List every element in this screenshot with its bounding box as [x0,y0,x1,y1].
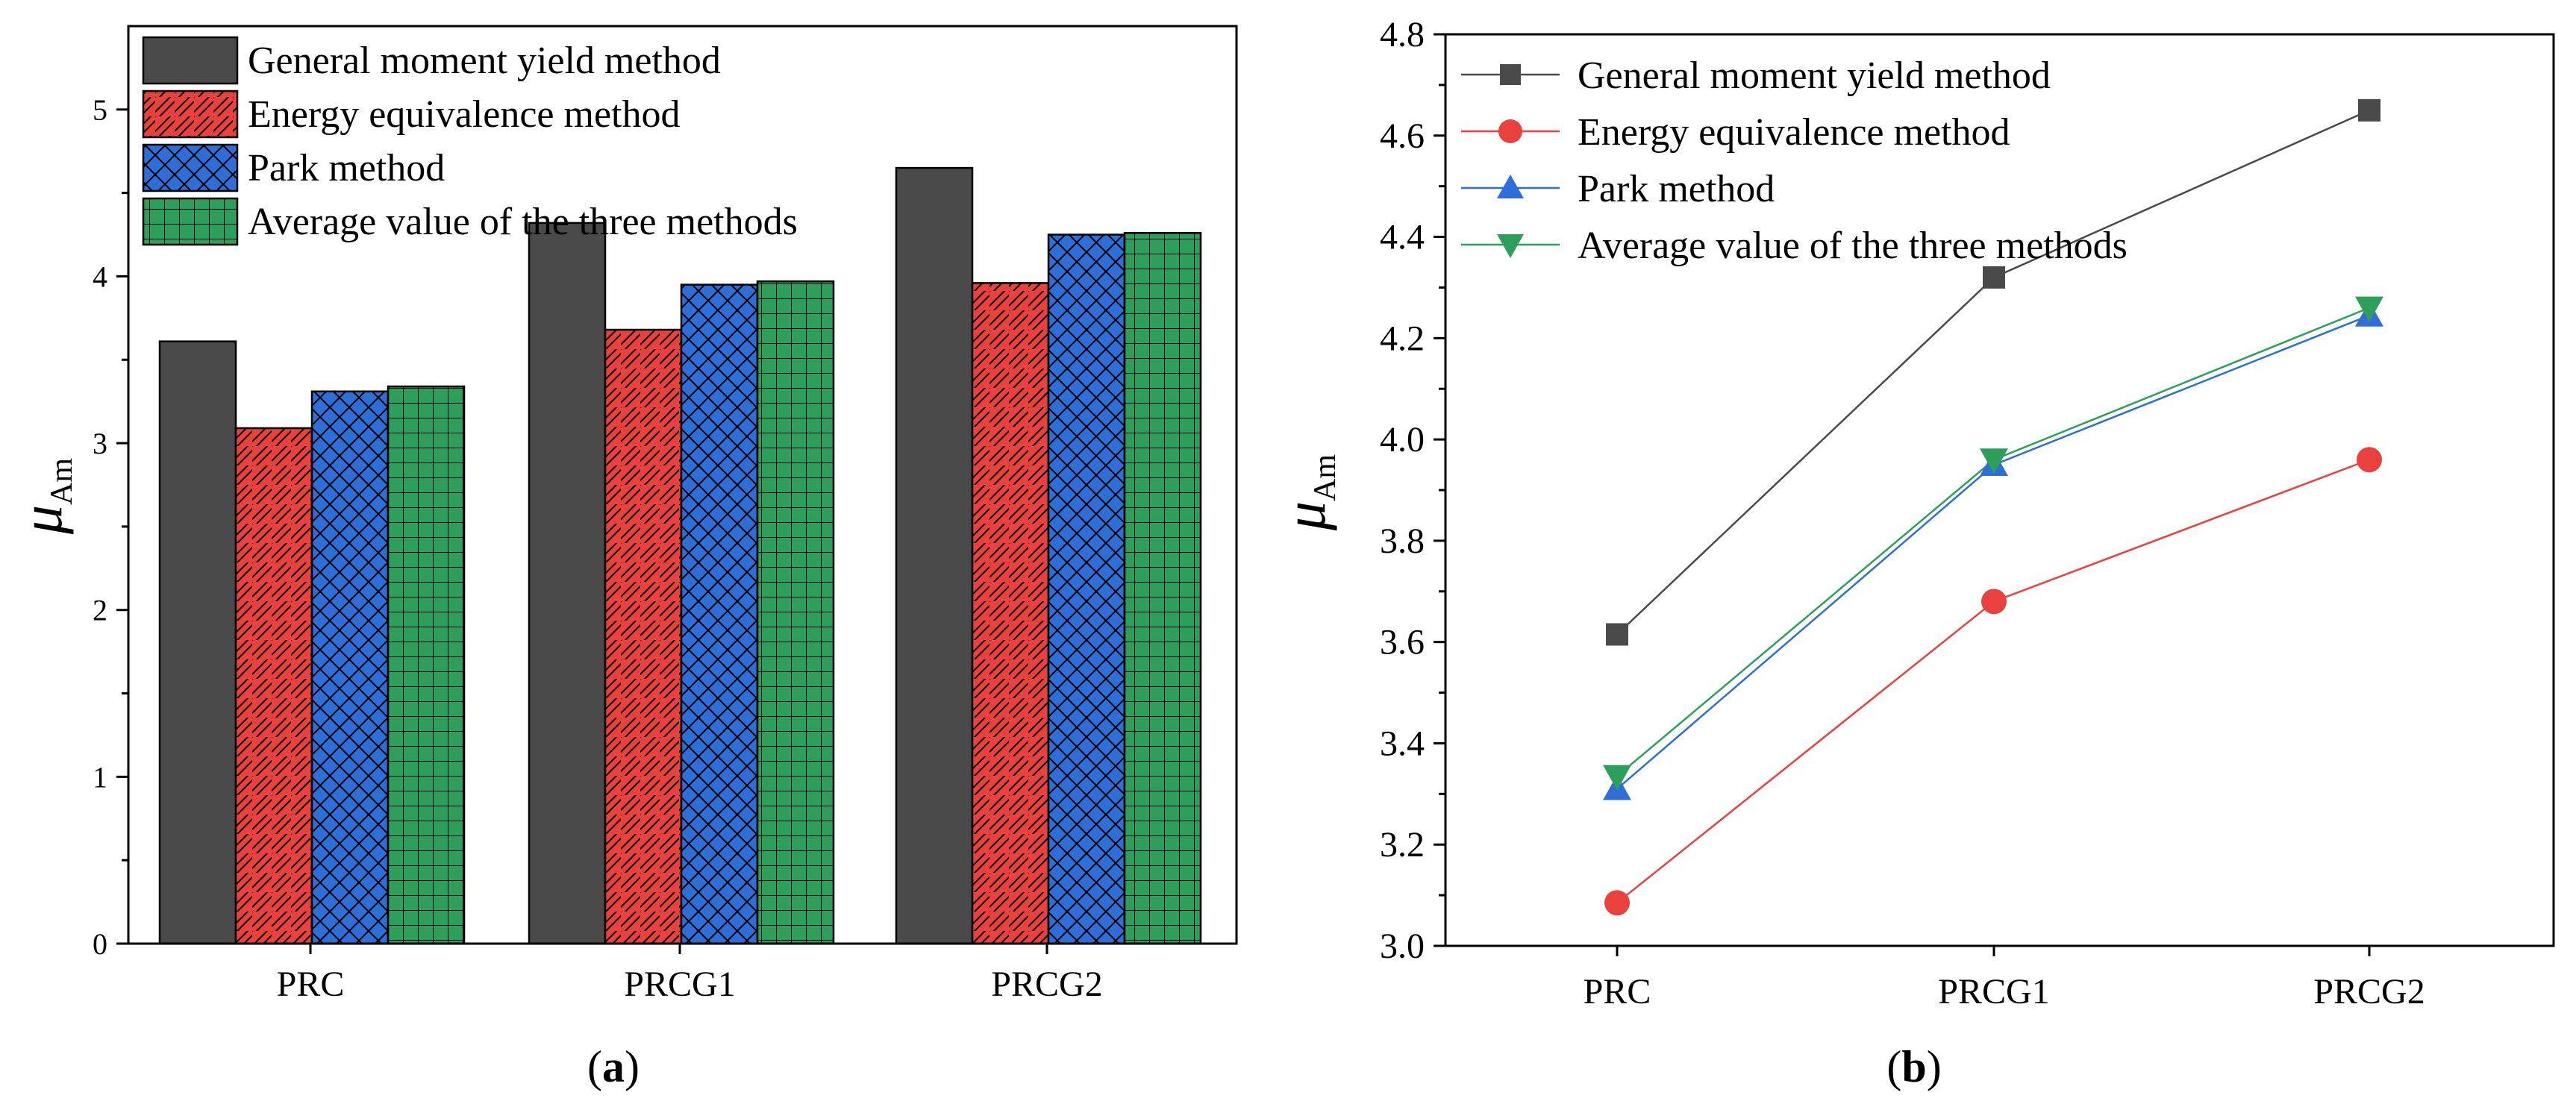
y-tick-label: 3.2 [1380,825,1425,865]
legend-label: Energy equivalence method [248,93,681,136]
legend-label: General moment yield method [1578,54,2051,97]
legend-marker [1497,234,1524,258]
y-axis: 3.0 3.2 3.4 3.6 3.8 4.0 4.2 4.4 4.6 4.8 [1380,15,1445,966]
y-tick-label: 4.8 [1380,15,1425,54]
legend-label: Energy equivalence method [1578,111,2010,154]
legend-label: Park method [1578,168,1775,210]
x-tick-label: PRCG2 [2313,972,2425,1012]
data-point [1983,266,2005,289]
bar [158,340,237,945]
y-axis: 0 1 2 3 4 5 [93,93,128,961]
x-tick-label: PRCG1 [1938,972,2049,1012]
series-line [1616,307,2370,777]
series-lines [1603,98,2383,916]
legend-label: Average value of the three methods [248,201,798,243]
bar-group [158,166,1202,945]
bar [1047,233,1126,945]
legend: General moment yield method Energy equiva… [1461,54,2128,267]
legend-swatch [142,90,239,139]
line-chart-panel: 3.03.23.43.63.84.04.24.44.64.8 PRC PRCG1 P… [1272,15,2555,1091]
bar [528,222,607,945]
x-axis: PRC PRCG1 PRCG2 [277,944,1103,1004]
panel-label-b: (b) [1886,1042,1941,1091]
plot-frame [127,25,1238,945]
bar [1123,232,1202,945]
legend-label: Park method [248,147,445,189]
y-tick-label: 3.4 [1380,724,1425,763]
legend-marker [1498,119,1522,143]
legend-swatch [142,36,239,85]
x-axis: PRC PRCG1 PRCG2 [1584,946,2425,1012]
y-tick-label: 4.4 [1380,218,1425,257]
y-tick-label: 3.6 [1380,623,1425,662]
legend: General moment yield method Energy equiva… [142,36,798,246]
legend-marker [1500,64,1521,85]
bar [756,280,835,945]
data-point [1603,765,1631,791]
data-point [1981,589,2007,615]
y-tick-label: 3.8 [1380,521,1425,561]
x-tick-label: PRCG2 [991,965,1102,1004]
legend-swatch [142,143,239,192]
bar-chart-panel: 0 1 2 3 4 5 PRC PRCG1 PRCG2 μAm General moment … [9,25,1238,1091]
bar [971,282,1050,945]
y-tick-label: 2 [93,594,107,627]
y-tick-label: 3.0 [1380,926,1425,966]
x-tick-label: PRC [1584,972,1651,1012]
y-tick-label: 4.2 [1380,319,1425,358]
bar [604,328,683,945]
data-point [2355,296,2383,322]
x-tick-label: PRCG1 [624,965,735,1004]
bar [387,385,466,945]
data-point [2357,447,2382,473]
y-tick-label: 0 [93,927,107,961]
data-point [2358,98,2380,122]
series-line [1616,314,2370,790]
panel-label-a: (a) [587,1042,640,1091]
data-point [1606,623,1628,646]
legend-label: Average value of the three methods [1578,225,2128,267]
bar [680,283,759,945]
y-tick-label: 4 [93,260,107,293]
y-axis-label: μAm [9,458,79,535]
bar [895,166,974,945]
y-tick-label: 3 [93,427,107,460]
y-tick-label: 1 [93,760,107,794]
data-point [1980,448,2008,474]
legend-label: General moment yield method [248,40,721,82]
legend-marker [1497,175,1524,198]
bar [234,427,313,945]
y-tick-label: 4.0 [1380,420,1425,460]
y-axis-label: μAm [1272,454,1342,531]
y-tick-label: 4.6 [1380,116,1425,156]
y-tick-label: 5 [93,93,107,127]
data-point [1604,890,1630,916]
bar [310,390,390,945]
legend-swatch [142,197,239,246]
x-tick-label: PRC [277,965,345,1004]
